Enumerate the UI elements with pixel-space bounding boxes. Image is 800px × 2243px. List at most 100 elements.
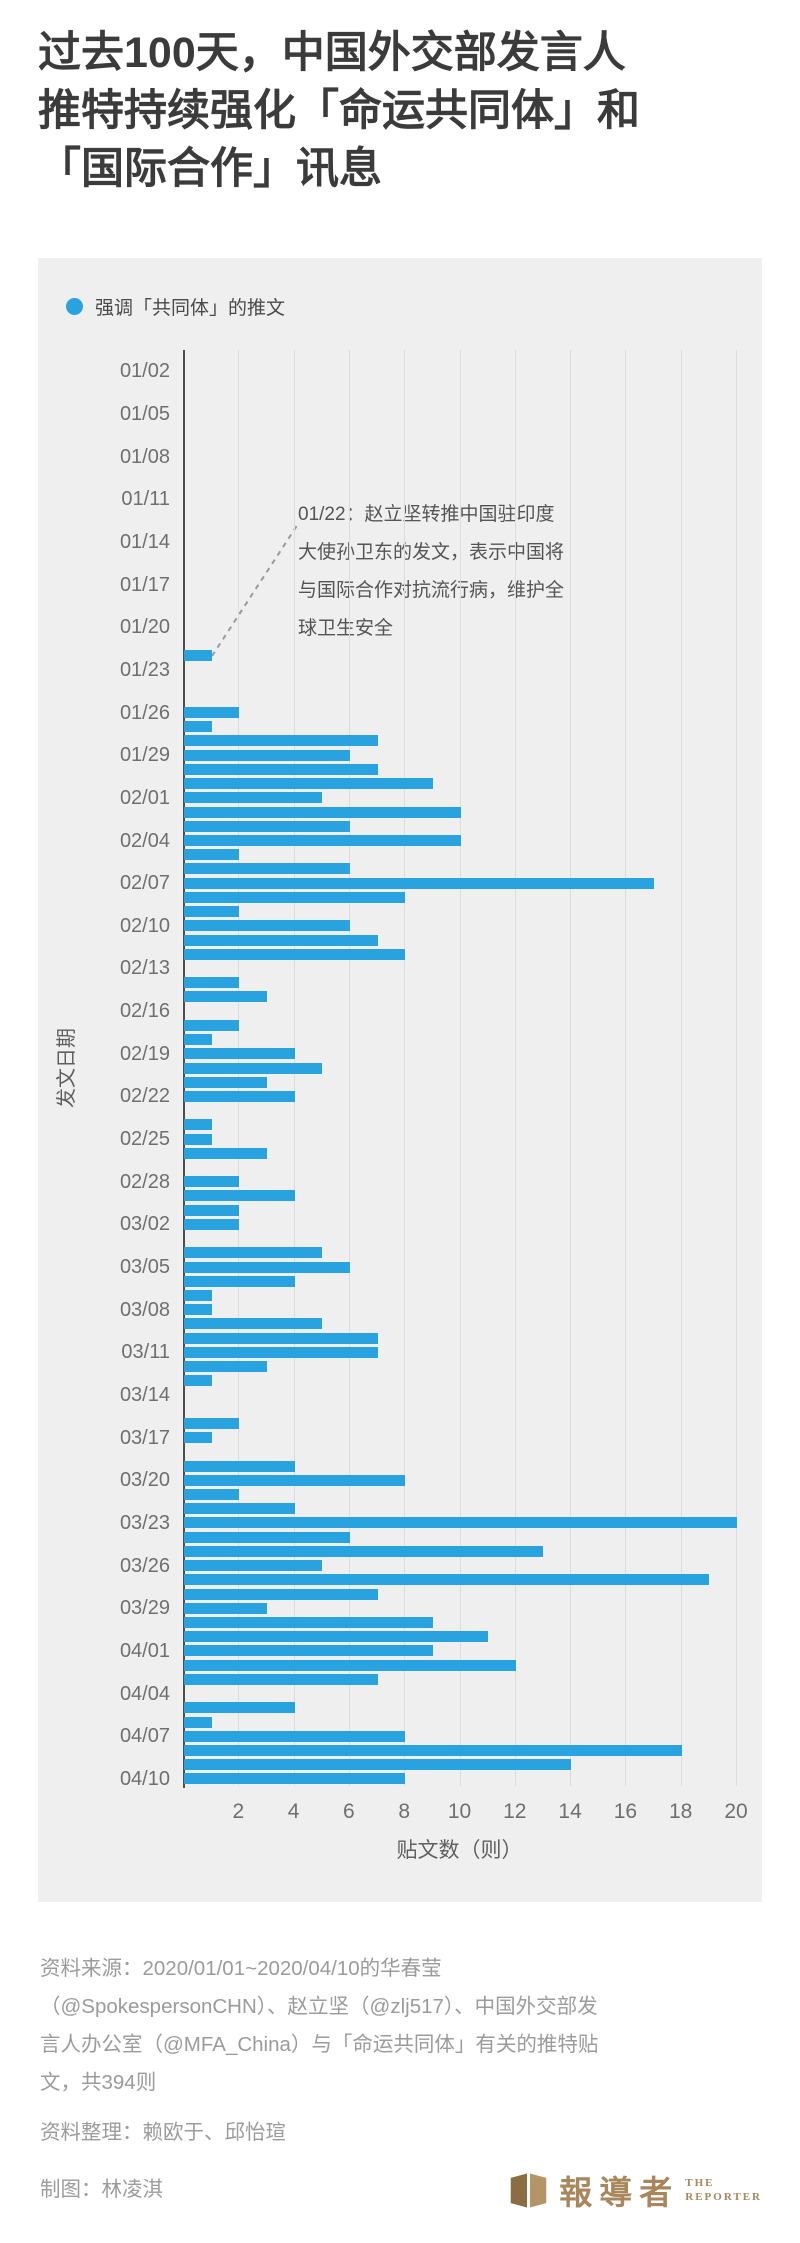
y-tick-label: 03/20 <box>119 1469 170 1492</box>
y-tick-label: 04/10 <box>119 1767 170 1790</box>
reporter-logo: 報導者 THE REPORTER <box>510 2166 762 2214</box>
bar <box>184 721 212 733</box>
y-tick-label: 02/28 <box>119 1170 170 1193</box>
bar <box>184 1489 240 1501</box>
y-tick-label: 03/29 <box>119 1597 170 1620</box>
y-tick-label: 01/20 <box>119 616 170 639</box>
bar <box>184 1744 682 1756</box>
bar <box>184 1375 212 1387</box>
x-axis-title: 贴文数（则） <box>396 1839 523 1862</box>
bar <box>184 1147 267 1159</box>
x-tick-label: 14 <box>558 1800 582 1824</box>
y-tick-label: 02/19 <box>119 1042 170 1065</box>
y-tick-label: 01/14 <box>119 530 170 553</box>
y-tick-label: 03/14 <box>119 1384 170 1407</box>
y-tick-label: 02/01 <box>119 786 170 809</box>
bar <box>184 1289 212 1301</box>
bar <box>184 1304 212 1316</box>
y-tick-label: 04/04 <box>119 1682 170 1705</box>
y-tick-label: 01/11 <box>121 488 170 511</box>
bar <box>184 1076 267 1088</box>
annotation-leader-line <box>211 523 299 657</box>
bar <box>184 1133 212 1145</box>
bar <box>184 1019 240 1031</box>
gridline-18 <box>680 350 682 1787</box>
x-tick-label: 10 <box>447 1800 472 1824</box>
bar <box>184 1048 295 1060</box>
bar <box>184 1417 240 1429</box>
bar <box>184 820 350 832</box>
bar <box>184 1247 323 1259</box>
y-tick-label: 02/04 <box>119 829 170 852</box>
reporter-logo-en-reporter: REPORTER <box>685 2191 762 2203</box>
bar <box>184 877 655 889</box>
y-tick-label: 04/07 <box>119 1725 170 1748</box>
y-tick-label: 03/02 <box>119 1213 170 1236</box>
gridline-14 <box>570 350 572 1787</box>
bar <box>184 1730 406 1742</box>
gridline-12 <box>514 350 516 1787</box>
bar <box>184 806 461 818</box>
reporter-logo-icon <box>511 2172 547 2208</box>
bar <box>184 749 350 761</box>
bar <box>184 763 378 775</box>
y-tick-label: 04/01 <box>119 1639 170 1662</box>
y-tick-label: 03/08 <box>119 1298 170 1321</box>
bar <box>184 1716 212 1728</box>
bar <box>184 1119 212 1131</box>
gridline-20 <box>736 350 737 1787</box>
y-tick-label: 01/26 <box>119 701 170 724</box>
bar <box>184 735 378 747</box>
bar <box>184 1432 212 1444</box>
bar <box>184 1602 267 1614</box>
x-tick-label: 20 <box>724 1800 748 1824</box>
chart-credit: 制图：林凌淇 <box>40 2178 163 2201</box>
x-tick-label: 16 <box>613 1800 638 1824</box>
y-tick-label: 03/05 <box>119 1256 170 1279</box>
y-tick-label: 03/11 <box>121 1341 170 1364</box>
bar <box>184 1204 240 1216</box>
y-tick-label: 01/02 <box>119 360 170 383</box>
gridline-16 <box>625 350 627 1787</box>
bar <box>184 1759 572 1771</box>
bar <box>184 1574 710 1586</box>
y-tick-label: 01/23 <box>119 658 170 681</box>
bar <box>184 1332 378 1344</box>
bar <box>184 863 350 875</box>
bar <box>184 1346 378 1358</box>
bar <box>184 707 240 719</box>
y-tick-label: 02/16 <box>119 1000 170 1023</box>
x-tick-label: 12 <box>503 1800 527 1824</box>
bar <box>184 1190 295 1202</box>
bar <box>184 948 406 960</box>
data-credit: 资料整理：赖欧于、邱怡瑄 <box>40 2121 286 2144</box>
bar <box>184 920 350 932</box>
y-tick-label: 01/05 <box>119 402 170 425</box>
bar <box>184 1218 240 1230</box>
bar <box>184 1034 212 1046</box>
bar <box>184 1702 295 1714</box>
bar <box>184 991 267 1003</box>
bar <box>184 1176 240 1188</box>
bar <box>184 650 212 662</box>
y-tick-label: 03/23 <box>119 1511 170 1534</box>
y-tick-label: 02/22 <box>119 1085 170 1108</box>
bar <box>184 849 240 861</box>
gridline-8 <box>404 350 406 1787</box>
bar <box>184 1361 267 1373</box>
reporter-logo-zh: 報導者 <box>559 2176 680 2212</box>
footer: 资料来源：2020/01/01~2020/04/10的华春莹 （@Spokesp… <box>40 1950 762 2214</box>
bar <box>184 891 406 903</box>
x-tick-label: 6 <box>343 1800 355 1824</box>
x-tick-label: 2 <box>232 1800 245 1824</box>
bar <box>184 1659 516 1671</box>
legend-dot-icon <box>66 297 83 315</box>
bar <box>184 835 461 847</box>
bar <box>184 1645 433 1657</box>
bar <box>184 778 433 790</box>
y-tick-label: 01/29 <box>119 744 170 767</box>
bar <box>184 1318 323 1330</box>
bar <box>184 1090 295 1102</box>
bar <box>184 977 240 989</box>
